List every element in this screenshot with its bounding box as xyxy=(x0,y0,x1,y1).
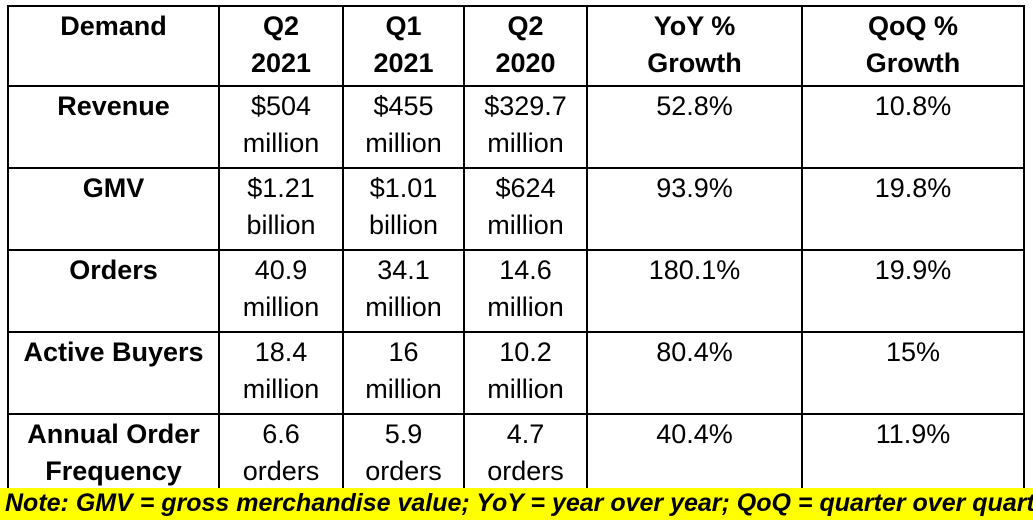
table-cell: 16 million xyxy=(342,331,465,415)
header-cell-q2-2021: Q2 2021 xyxy=(218,5,344,87)
table-cell: 19.9% xyxy=(801,249,1025,333)
table-cell: 40.4% xyxy=(586,413,803,492)
table-cell: 34.1 million xyxy=(342,249,465,333)
table-cell: 6.6 orders xyxy=(218,413,344,492)
header-cell-qoq-growth: QoQ % Growth xyxy=(801,5,1025,87)
table-cell: 52.8% xyxy=(586,85,803,169)
table-row-orders: Orders 40.9 million 34.1 million 14.6 mi… xyxy=(7,249,1025,333)
row-label-revenue: Revenue xyxy=(7,85,220,169)
table-cell: 18.4 million xyxy=(218,331,344,415)
demand-metrics-table: Demand Q2 2021 Q1 2021 Q2 2020 YoY % Gro… xyxy=(7,5,1025,492)
row-label-annual-order-frequency: Annual Order Frequency xyxy=(7,413,220,492)
table-cell: 93.9% xyxy=(586,167,803,251)
table-cell: 5.9 orders xyxy=(342,413,465,492)
footnote: Note: GMV = gross merchandise value; YoY… xyxy=(0,488,1033,520)
header-cell-yoy-growth: YoY % Growth xyxy=(586,5,803,87)
table-cell: 180.1% xyxy=(586,249,803,333)
table-row-revenue: Revenue $504 million $455 million $329.7… xyxy=(7,85,1025,169)
header-cell-q2-2020: Q2 2020 xyxy=(463,5,588,87)
table-cell: $504 million xyxy=(218,85,344,169)
table-cell: $329.7 million xyxy=(463,85,588,169)
header-cell-demand: Demand xyxy=(7,5,220,87)
table-cell: 14.6 million xyxy=(463,249,588,333)
table-cell: 10.8% xyxy=(801,85,1025,169)
table-cell: 80.4% xyxy=(586,331,803,415)
table-cell: $1.21 billion xyxy=(218,167,344,251)
table-cell: $624 million xyxy=(463,167,588,251)
table-cell: 15% xyxy=(801,331,1025,415)
table-header-row: Demand Q2 2021 Q1 2021 Q2 2020 YoY % Gro… xyxy=(7,5,1025,87)
row-label-orders: Orders xyxy=(7,249,220,333)
header-cell-q1-2021: Q1 2021 xyxy=(342,5,465,87)
row-label-active-buyers: Active Buyers xyxy=(7,331,220,415)
table-row-annual-order-frequency: Annual Order Frequency 6.6 orders 5.9 or… xyxy=(7,413,1025,492)
table-cell: 19.8% xyxy=(801,167,1025,251)
row-label-gmv: GMV xyxy=(7,167,220,251)
table-row-gmv: GMV $1.21 billion $1.01 billion $624 mil… xyxy=(7,167,1025,251)
table-cell: 4.7 orders xyxy=(463,413,588,492)
table-cell: 11.9% xyxy=(801,413,1025,492)
table-cell: 40.9 million xyxy=(218,249,344,333)
table-cell: $1.01 billion xyxy=(342,167,465,251)
table-row-active-buyers: Active Buyers 18.4 million 16 million 10… xyxy=(7,331,1025,415)
table-cell: $455 million xyxy=(342,85,465,169)
table-cell: 10.2 million xyxy=(463,331,588,415)
